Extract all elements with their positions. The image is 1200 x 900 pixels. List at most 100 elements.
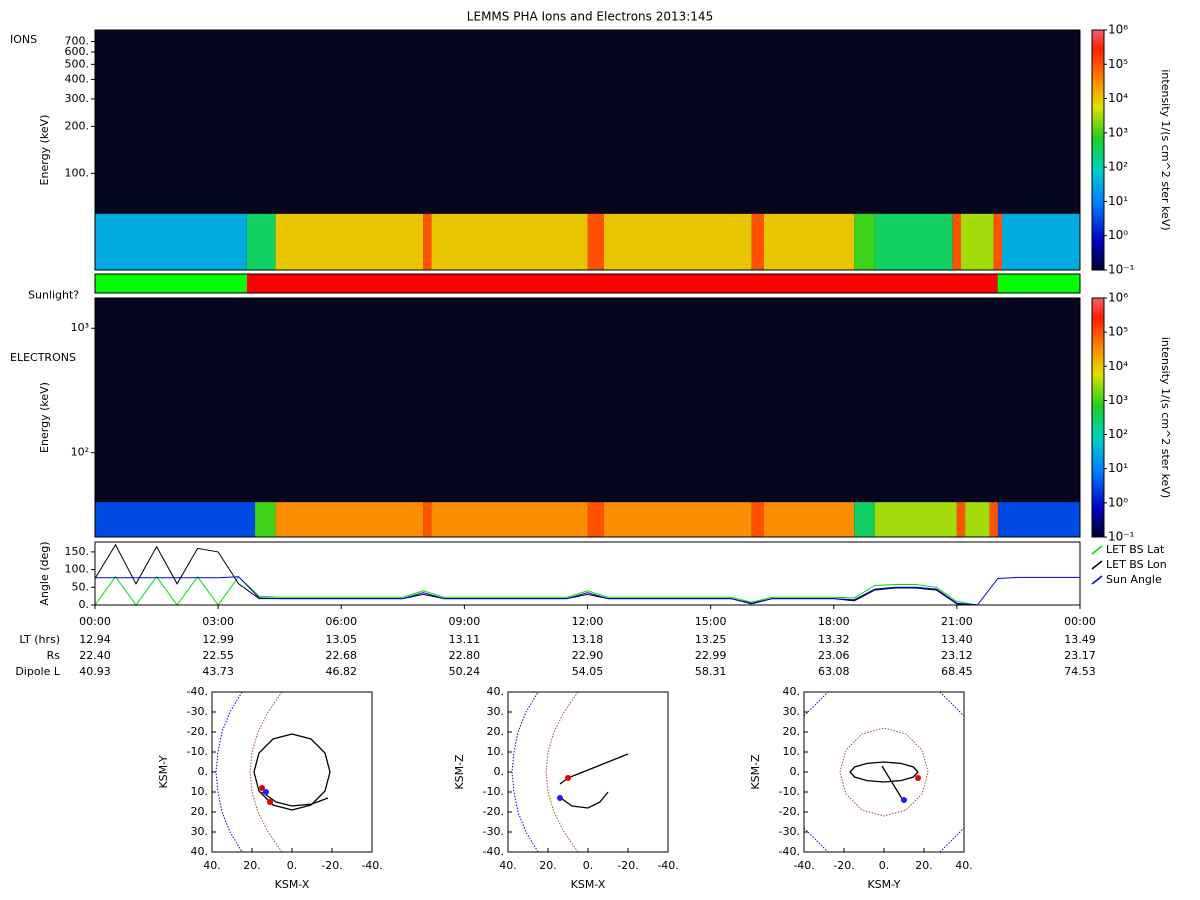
y-tick-label: 500. (65, 57, 90, 70)
colorbar-tick-label: 10⁵ (1108, 325, 1128, 339)
x-axis-label: KSM-X (275, 878, 310, 891)
y-tick-label: 10. (487, 745, 505, 758)
x-tick-label: 15:00 (695, 615, 727, 628)
plot-frame (94, 297, 1081, 538)
x-tick-label: -40. (361, 859, 382, 872)
ephemeris-value: 23.17 (1064, 649, 1096, 662)
legend-label: Sun Angle (1106, 573, 1162, 586)
intensity-cell (854, 213, 875, 270)
y-tick-label: -30. (483, 825, 504, 838)
ephemeris-label: Dipole L (15, 665, 61, 678)
y-tick-label: 0. (790, 765, 801, 778)
x-tick-label: 18:00 (818, 615, 850, 628)
sunlight-segment (95, 274, 247, 293)
y-tick-label: 150. (65, 545, 90, 558)
sunlight-segment (997, 274, 1080, 293)
y-tick-label: 30. (487, 705, 505, 718)
x-axis-label: KSM-Y (867, 878, 900, 891)
intensity-cell (95, 502, 256, 537)
ephemeris-value: 22.99 (695, 649, 727, 662)
plot-frame (94, 29, 1081, 271)
sunlight-segment (246, 274, 998, 293)
intensity-cell (997, 502, 1080, 537)
ephemeris-value: 22.68 (326, 649, 358, 662)
trajectory (261, 791, 329, 807)
x-tick-label: -40. (657, 859, 678, 872)
x-tick-label: -20. (833, 859, 854, 872)
trajectory (881, 765, 905, 803)
intensity-cell (960, 213, 994, 270)
position-marker (267, 799, 273, 805)
ephemeris-value: 22.90 (572, 649, 604, 662)
colorbar-tick-label: 10⁵ (1108, 57, 1128, 71)
x-tick-label: -40. (793, 859, 814, 872)
intensity-cell (854, 502, 875, 537)
position-marker (259, 785, 265, 791)
x-axis-label: KSM-X (571, 878, 606, 891)
intensity-cell (965, 502, 990, 537)
y-tick-label: 50. (72, 580, 90, 593)
intensity-cell (423, 502, 432, 537)
boundary-line (545, 691, 579, 853)
ephemeris-value: 13.49 (1064, 633, 1096, 646)
ephemeris-label: LT (hrs) (19, 633, 60, 646)
chart-title: LEMMS PHA Ions and Electrons 2013:145 (467, 10, 713, 24)
y-tick-label: 100. (65, 563, 90, 576)
ephemeris-value: 23.12 (941, 649, 973, 662)
y-tick-label: 0. (198, 765, 209, 778)
plot-background (804, 692, 964, 852)
colorbar-tick-label: 10⁶ (1108, 291, 1128, 305)
trajectory (849, 761, 919, 783)
y-tick-label: -20. (779, 805, 800, 818)
intensity-cell (423, 213, 432, 270)
x-tick-label: 40. (955, 859, 973, 872)
ephemeris-value: 68.45 (941, 665, 973, 678)
legend-swatch (1091, 545, 1103, 555)
x-tick-label: 0. (287, 859, 298, 872)
y-tick-label: 10. (191, 785, 209, 798)
y-axis-label: Energy (keV) (38, 382, 51, 453)
spectrogram-background (95, 298, 1080, 537)
x-tick-label: -20. (321, 859, 342, 872)
y-tick-label: 40. (487, 685, 505, 698)
y-tick-label: 20. (487, 725, 505, 738)
x-tick-label: 09:00 (449, 615, 481, 628)
y-tick-label: -10. (187, 745, 208, 758)
trajectory (253, 733, 331, 811)
intensity-cell (1002, 213, 1080, 270)
y-tick-label: -10. (483, 785, 504, 798)
y-tick-label: 40. (783, 685, 801, 698)
x-tick-label: 21:00 (941, 615, 973, 628)
intensity-cell (603, 213, 752, 270)
intensity-cell (255, 502, 276, 537)
ephemeris-value: 12.99 (202, 633, 234, 646)
ephemeris-value: 13.32 (818, 633, 850, 646)
x-tick-label: 00:00 (1064, 615, 1096, 628)
ephemeris-value: 63.08 (818, 665, 850, 678)
ephemeris-value: 22.55 (202, 649, 234, 662)
intensity-cell (874, 502, 957, 537)
position-marker (557, 795, 563, 801)
ephemeris-value: 12.94 (79, 633, 111, 646)
intensity-cell (751, 502, 764, 537)
ephemeris-value: 13.18 (572, 633, 604, 646)
boundary-line (839, 727, 929, 817)
ephemeris-value: 46.82 (326, 665, 358, 678)
trajectory (557, 791, 609, 809)
ephemeris-value: 54.05 (572, 665, 604, 678)
plot-frame (94, 273, 1081, 294)
ephemeris-value: 22.40 (79, 649, 111, 662)
colorbar-tick-label: 10⁴ (1108, 91, 1128, 105)
y-tick-label: 400. (65, 72, 90, 85)
y-axis-label: KSM-Z (453, 754, 466, 790)
legend-label: LET BS Lon (1106, 558, 1167, 571)
position-marker (901, 797, 907, 803)
ephemeris-value: 13.11 (449, 633, 481, 646)
colorbar-tick-label: 10⁶ (1108, 23, 1128, 37)
plot-background (95, 542, 1080, 605)
intensity-cell (993, 213, 1003, 270)
trajectory (559, 753, 629, 785)
intensity-cell (874, 213, 953, 270)
x-tick-label: 40. (203, 859, 221, 872)
y-tick-label: 200. (65, 119, 90, 132)
